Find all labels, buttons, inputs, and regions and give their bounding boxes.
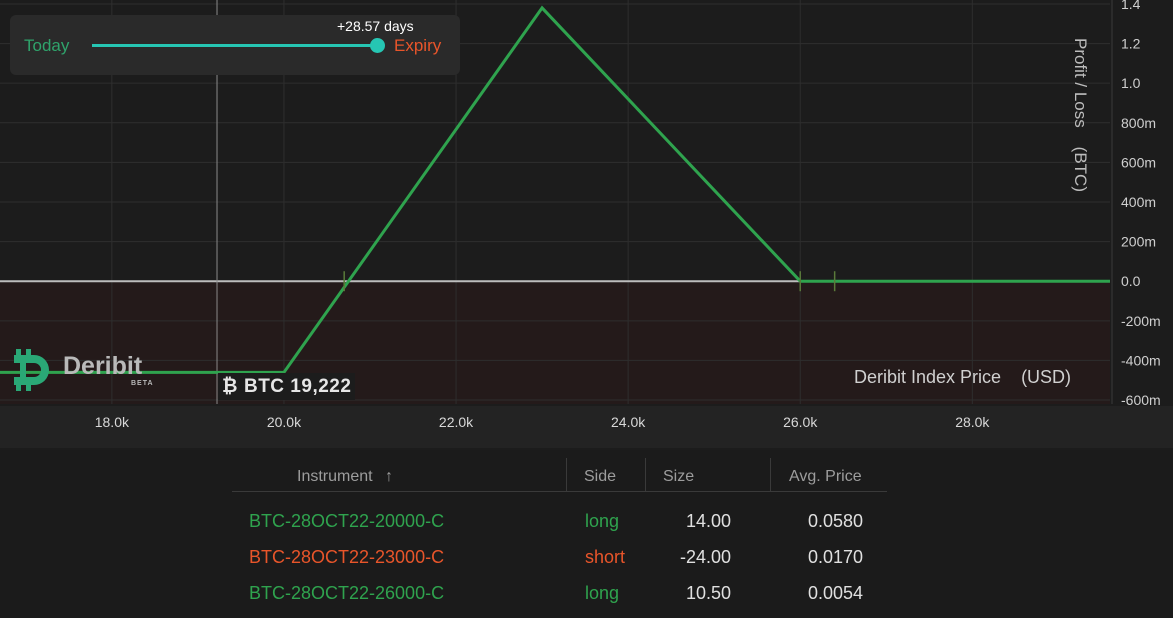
y-tick-label: 1.2	[1121, 36, 1141, 52]
column-divider[interactable]	[645, 458, 646, 492]
time-slider-end-label: Expiry	[394, 36, 442, 55]
column-divider[interactable]	[770, 458, 771, 492]
y-tick-label: 400m	[1121, 194, 1156, 210]
y-tick-label: 200m	[1121, 234, 1156, 250]
payoff-chart[interactable]: 1.4 1.2 1.0 800m 600m 400m 200m 0.0 -200m -400m -6…	[0, 0, 1173, 450]
size-cell: -24.00	[679, 547, 731, 567]
instrument-cell[interactable]: BTC-28OCT22-20000-C	[249, 511, 445, 531]
deribit-logo-icon	[14, 349, 49, 391]
y-tick-label: 1.0	[1121, 75, 1141, 91]
column-header-instrument[interactable]: Instrument ↑	[297, 458, 393, 492]
bitcoin-icon: ₿	[222, 376, 238, 397]
time-slider-panel: Today +28.57 days Expiry	[10, 15, 460, 75]
x-axis-band	[0, 406, 1173, 448]
x-tick-label: 18.0k	[95, 414, 130, 430]
time-slider-start-label: Today	[24, 36, 70, 55]
time-slider-track[interactable]	[92, 44, 378, 47]
column-header-side[interactable]: Side	[584, 468, 617, 485]
size-cell: 14.00	[685, 511, 731, 531]
header-divider	[232, 491, 887, 492]
deribit-logo-text: Deribit	[63, 352, 143, 380]
side-cell: short	[585, 547, 626, 567]
x-axis-title: Deribit Index Price (USD)	[854, 367, 1072, 387]
deribit-logo: Deribit BETA	[12, 348, 162, 392]
x-tick-label: 20.0k	[267, 414, 302, 430]
side-cell: long	[585, 583, 620, 603]
column-header-instrument-label: Instrument	[297, 468, 373, 485]
sort-ascending-icon[interactable]: ↑	[385, 468, 394, 485]
y-tick-label: -600m	[1121, 392, 1161, 408]
y-tick-label: -400m	[1121, 352, 1161, 368]
y-tick-label: 1.4	[1121, 0, 1141, 12]
y-tick-label: 0.0	[1121, 273, 1141, 289]
table-row[interactable]: BTC-28OCT22-20000-C long 14.00 0.0580	[232, 508, 887, 544]
avg-price-cell: 0.0580	[807, 511, 863, 531]
column-divider[interactable]	[566, 458, 567, 492]
x-tick-label: 26.0k	[783, 414, 818, 430]
loss-region	[0, 281, 1110, 404]
table-row[interactable]: BTC-28OCT22-23000-C short -24.00 0.0170	[232, 544, 887, 580]
column-header-avg-price[interactable]: Avg. Price	[789, 468, 862, 485]
time-slider-offset-label: +28.57 days	[337, 18, 414, 34]
instrument-cell[interactable]: BTC-28OCT22-26000-C	[249, 583, 445, 603]
side-cell: long	[585, 511, 620, 531]
avg-price-cell: 0.0054	[807, 583, 863, 603]
beta-badge: BETA	[131, 380, 154, 387]
y-tick-label: 600m	[1121, 154, 1156, 170]
x-tick-label: 22.0k	[439, 414, 474, 430]
y-tick-label: -200m	[1121, 313, 1161, 329]
avg-price-cell: 0.0170	[807, 547, 863, 567]
y-axis-title: Profit / Loss (BTC)	[1071, 38, 1090, 192]
x-tick-label: 28.0k	[955, 414, 990, 430]
x-tick-label: 24.0k	[611, 414, 646, 430]
payoff-chart-svg[interactable]: 1.4 1.2 1.0 800m 600m 400m 200m 0.0 -200m -400m -6…	[0, 0, 1173, 450]
index-price-label: ₿ BTC 19,222	[218, 373, 356, 400]
size-cell: 10.50	[685, 583, 731, 603]
instrument-cell[interactable]: BTC-28OCT22-23000-C	[249, 547, 445, 567]
y-tick-label: 800m	[1121, 115, 1156, 131]
column-header-size[interactable]: Size	[663, 468, 695, 485]
index-price-text: BTC 19,222	[243, 376, 352, 397]
table-row[interactable]: BTC-28OCT22-26000-C long 10.50 0.0054	[232, 580, 887, 616]
time-slider-thumb[interactable]	[370, 38, 385, 53]
payoff-line	[0, 5, 1110, 374]
positions-table: Instrument ↑ Side Size Avg. Price BTC-28…	[232, 458, 887, 618]
